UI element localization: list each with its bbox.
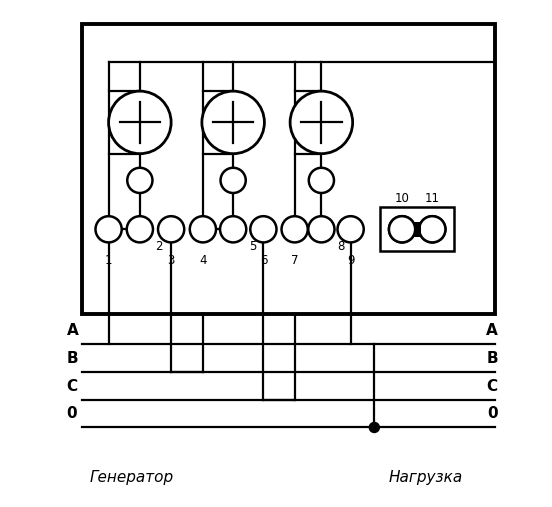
Circle shape — [419, 216, 445, 242]
Text: Генератор: Генератор — [89, 470, 173, 485]
Circle shape — [309, 168, 334, 193]
Circle shape — [337, 216, 364, 242]
Text: 8: 8 — [337, 240, 344, 253]
Text: Нагрузка: Нагрузка — [388, 470, 463, 485]
Text: 0: 0 — [67, 407, 77, 421]
Text: 7: 7 — [291, 254, 299, 267]
Text: A: A — [67, 323, 78, 338]
Text: 2: 2 — [156, 240, 163, 253]
Circle shape — [282, 216, 308, 242]
Text: 5: 5 — [249, 240, 256, 253]
Text: 4: 4 — [199, 254, 206, 267]
Text: 1: 1 — [105, 254, 113, 267]
Circle shape — [419, 216, 445, 242]
Text: 0: 0 — [487, 407, 498, 421]
Text: 10: 10 — [395, 192, 410, 205]
Bar — [82, 24, 495, 314]
Text: 11: 11 — [425, 192, 440, 205]
Circle shape — [250, 216, 277, 242]
Circle shape — [221, 168, 246, 193]
Circle shape — [109, 91, 171, 154]
Circle shape — [389, 216, 415, 242]
Text: 3: 3 — [167, 254, 175, 267]
Circle shape — [128, 168, 152, 193]
Text: B: B — [67, 351, 78, 366]
Bar — [380, 207, 454, 251]
Circle shape — [220, 216, 246, 242]
Bar — [413, 222, 421, 236]
Bar — [413, 222, 421, 236]
Circle shape — [369, 422, 379, 432]
Text: A: A — [486, 323, 498, 338]
Circle shape — [190, 216, 216, 242]
Circle shape — [127, 216, 153, 242]
Circle shape — [308, 216, 335, 242]
Circle shape — [290, 91, 353, 154]
Circle shape — [95, 216, 121, 242]
Text: C: C — [67, 379, 78, 393]
Text: C: C — [487, 379, 498, 393]
Circle shape — [202, 91, 264, 154]
Circle shape — [389, 216, 415, 242]
Text: 6: 6 — [259, 254, 267, 267]
Circle shape — [158, 216, 184, 242]
Text: B: B — [486, 351, 498, 366]
Text: 9: 9 — [347, 254, 354, 267]
